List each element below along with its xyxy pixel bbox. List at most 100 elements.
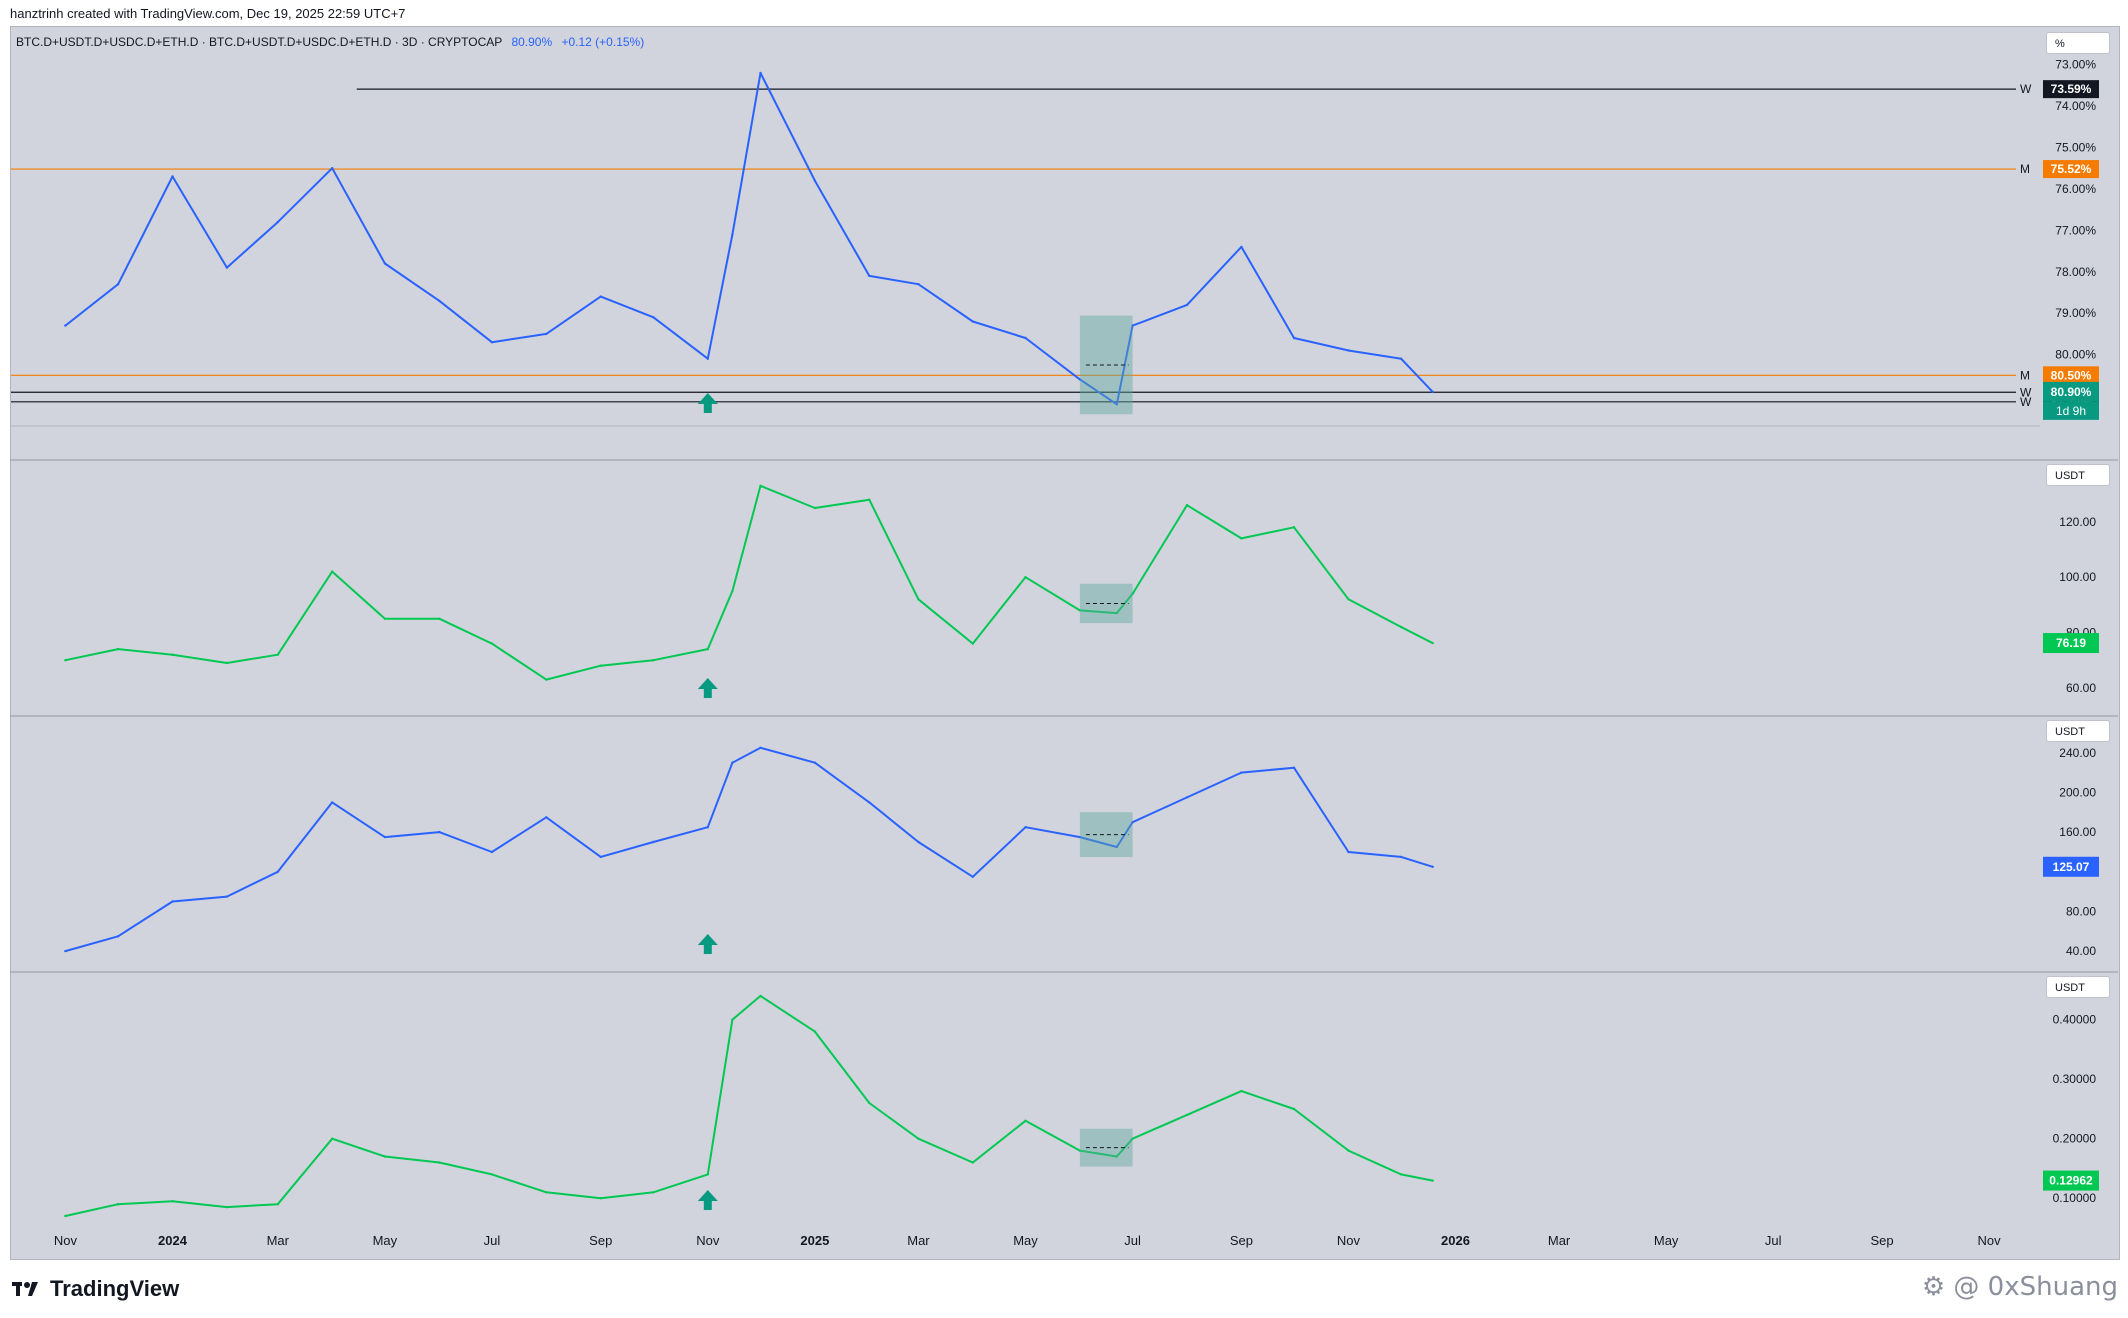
pane1-last-badge — [2043, 381, 2099, 402]
pane4-point-20 — [1078, 1149, 1082, 1152]
pane3-up-arrow-icon — [697, 934, 718, 954]
pane1-y-tick-6: 79.00% — [2055, 306, 2096, 320]
pane1-y-tick-2: 75.00% — [2055, 141, 2096, 155]
pane1-y-tick-7: 80.00% — [2055, 348, 2096, 362]
pane1-point-19 — [1024, 336, 1027, 340]
pane1-point-28 — [1431, 390, 1434, 394]
pane1-point-15 — [813, 179, 817, 182]
pane3-point-13 — [731, 761, 734, 764]
tradingview-logo[interactable]: TradingView — [12, 1276, 179, 1302]
pane3-last-badge — [2043, 856, 2099, 877]
pane3-point-24 — [1240, 771, 1243, 774]
pane3-point-8 — [490, 850, 494, 854]
pane1-point-16 — [868, 274, 871, 278]
x-tick-6: Nov — [696, 1233, 720, 1248]
pane4-up-arrow-icon — [697, 1190, 718, 1210]
pane4-series-line — [65, 994, 1433, 1217]
pane4-point-11 — [652, 1191, 655, 1194]
pane1-point-12 — [706, 357, 709, 360]
pane4-point-18 — [971, 1161, 974, 1164]
pane2-point-23 — [1185, 504, 1189, 507]
pane2-last-label: 76.19 — [2056, 636, 2086, 650]
pane1-point-6 — [383, 262, 387, 265]
pane2-point-18 — [971, 642, 974, 645]
chart-frame[interactable] — [10, 26, 2120, 1260]
pane4-point-10 — [599, 1197, 602, 1200]
change-value: +0.12 (+0.15%) — [561, 35, 645, 49]
pane3-unit-selector[interactable]: USDT — [2046, 720, 2110, 742]
pane1-countdown-badge — [2043, 401, 2099, 420]
pane1-last-label: 80.90% — [2051, 385, 2092, 399]
pane1-point-4 — [276, 220, 279, 224]
pane4-unit-selector[interactable]: USDT — [2046, 976, 2110, 998]
pane2-point-28 — [1431, 641, 1434, 645]
pane4-point-15 — [813, 1030, 817, 1033]
pane1-point-13 — [731, 233, 734, 236]
pane4-point-25 — [1292, 1107, 1296, 1111]
level-tag-3: W — [2020, 385, 2032, 399]
pane3-point-6 — [383, 835, 387, 839]
x-tick-11: Sep — [1230, 1233, 1253, 1248]
pane1-point-26 — [1347, 349, 1350, 352]
pane2-y-tick-0: 60.00 — [2066, 681, 2096, 695]
pane1-point-18 — [971, 320, 974, 323]
pane3-point-10 — [599, 855, 602, 859]
pane2-point-20 — [1078, 609, 1082, 612]
pane4-point-6 — [383, 1155, 387, 1158]
pane3-y-tick-4: 200.00 — [2059, 785, 2096, 799]
pane3-point-11 — [652, 840, 655, 844]
pane2-point-22 — [1131, 592, 1134, 595]
pane2-point-11 — [652, 659, 655, 662]
pane2-unit-selector[interactable]: USDT — [2046, 464, 2110, 486]
pane1-y-tick-5: 78.00% — [2055, 265, 2096, 279]
pane2-point-19 — [1024, 576, 1027, 579]
pane4-point-5 — [331, 1137, 334, 1140]
pane1-point-11 — [652, 316, 655, 319]
pane4-point-23 — [1185, 1113, 1189, 1117]
pane2-point-1 — [116, 647, 120, 651]
pane4-y-tick-0: 0.10000 — [2053, 1191, 2097, 1205]
pane2-point-7 — [438, 617, 441, 620]
level-badge-2 — [2043, 366, 2099, 385]
pane4-y-tick-2: 0.30000 — [2053, 1072, 2097, 1086]
pane1-y-tick-0: 73.00% — [2055, 58, 2096, 72]
pane4-point-12 — [706, 1173, 709, 1176]
pane3-point-27 — [1399, 855, 1403, 859]
pane4-last-label: 0.12962 — [2049, 1174, 2093, 1188]
pane1-point-17 — [917, 283, 920, 286]
pane2-point-13 — [731, 589, 734, 593]
level-tag-0: W — [2020, 82, 2032, 96]
pane2-point-24 — [1240, 537, 1243, 540]
watermark-icon: ⚙ — [1921, 1272, 1954, 1302]
pane4-point-8 — [490, 1173, 494, 1176]
pane3-point-0 — [64, 949, 67, 953]
x-tick-1: 2024 — [158, 1233, 188, 1248]
pane4-point-3 — [225, 1205, 229, 1209]
pane2-point-5 — [331, 570, 334, 573]
pane1-y-tick-4: 77.00% — [2055, 223, 2096, 237]
x-tick-0: Nov — [54, 1233, 78, 1248]
pane2-point-21 — [1115, 611, 1119, 615]
level-label-1: 75.52% — [2051, 162, 2092, 176]
pane2-up-arrow-icon — [697, 678, 718, 698]
x-tick-13: 2026 — [1441, 1233, 1470, 1248]
watermark-text: @ 0xShuang — [1953, 1272, 2118, 1302]
pane3-point-18 — [971, 875, 974, 878]
x-tick-17: Sep — [1870, 1233, 1893, 1248]
pane4-point-2 — [171, 1200, 174, 1203]
pane4-point-26 — [1347, 1149, 1350, 1152]
pane4-point-28 — [1431, 1179, 1434, 1182]
pane3-series-line — [65, 746, 1433, 953]
pane1-point-22 — [1131, 324, 1134, 327]
pane2-last-badge — [2043, 633, 2099, 654]
tradingview-logo-icon — [12, 1282, 38, 1296]
pane3-point-17 — [917, 840, 920, 844]
pane1-unit-selector[interactable]: % — [2046, 32, 2110, 54]
x-tick-14: Mar — [1548, 1233, 1571, 1248]
pane2-point-12 — [706, 647, 709, 651]
pane4-point-16 — [868, 1101, 871, 1105]
symbol-legend[interactable]: BTC.D+USDT.D+USDC.D+ETH.D · BTC.D+USDT.D… — [16, 35, 644, 49]
pane2-point-0 — [64, 659, 67, 662]
pane3-point-14 — [759, 746, 762, 749]
